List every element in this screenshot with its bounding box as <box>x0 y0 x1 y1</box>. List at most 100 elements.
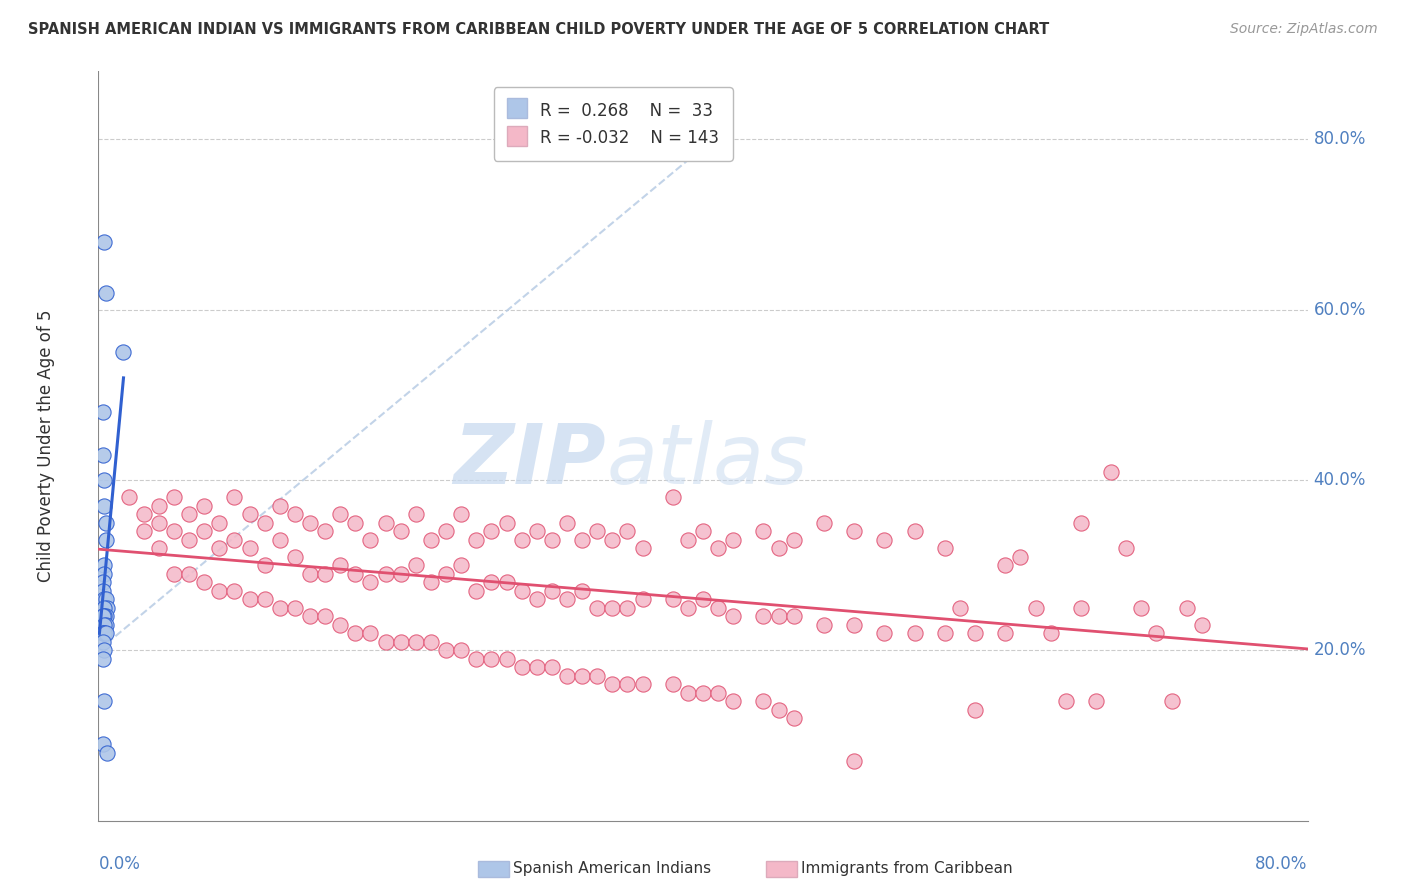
Point <box>253 558 276 573</box>
Point <box>193 575 215 590</box>
Point <box>91 405 114 419</box>
Point <box>132 524 155 538</box>
Point <box>374 635 396 649</box>
Point <box>616 524 638 538</box>
Point <box>1115 541 1137 556</box>
Point <box>707 686 730 700</box>
Point <box>93 600 115 615</box>
Point <box>239 541 262 556</box>
Point <box>269 499 291 513</box>
Point <box>465 583 488 598</box>
Point <box>329 558 352 573</box>
Point <box>1191 617 1213 632</box>
Point <box>284 600 307 615</box>
Point <box>132 507 155 521</box>
Point <box>360 533 382 547</box>
Point <box>314 609 336 624</box>
Point <box>495 652 517 666</box>
Point <box>676 600 699 615</box>
Point <box>783 711 806 725</box>
Point <box>148 541 170 556</box>
Point <box>389 524 412 538</box>
Text: Immigrants from Caribbean: Immigrants from Caribbean <box>801 862 1014 876</box>
Text: 0.0%: 0.0% <box>98 855 141 872</box>
Text: 80.0%: 80.0% <box>1256 855 1308 872</box>
Point <box>1160 694 1182 708</box>
Point <box>616 600 638 615</box>
Text: 20.0%: 20.0% <box>1313 641 1367 659</box>
Point <box>1099 465 1122 479</box>
Point <box>661 677 683 691</box>
Point <box>1144 626 1167 640</box>
Point <box>94 609 117 624</box>
Point <box>510 660 533 674</box>
Point <box>994 558 1017 573</box>
Point <box>93 592 115 607</box>
Text: 40.0%: 40.0% <box>1313 471 1367 489</box>
Point <box>163 524 186 538</box>
Point <box>148 516 170 530</box>
Point <box>540 583 562 598</box>
Point <box>526 524 548 538</box>
Point <box>91 635 114 649</box>
Point <box>239 592 262 607</box>
Point <box>284 549 307 564</box>
Point <box>93 617 115 632</box>
Point <box>616 677 638 691</box>
Point <box>631 677 654 691</box>
Point <box>526 660 548 674</box>
Point <box>434 524 457 538</box>
Point <box>965 703 987 717</box>
Point <box>360 575 382 590</box>
Point <box>420 635 443 649</box>
Point <box>586 600 609 615</box>
Point <box>253 592 276 607</box>
Point <box>91 737 114 751</box>
Point <box>631 592 654 607</box>
Point <box>752 609 775 624</box>
Point <box>208 583 231 598</box>
Point <box>118 490 141 504</box>
Point <box>1010 549 1032 564</box>
Point <box>873 626 896 640</box>
Point <box>148 499 170 513</box>
Point <box>904 524 927 538</box>
Point <box>93 566 115 581</box>
Point <box>768 703 790 717</box>
Point <box>208 516 231 530</box>
Point <box>91 609 114 624</box>
Text: SPANISH AMERICAN INDIAN VS IMMIGRANTS FROM CARIBBEAN CHILD POVERTY UNDER THE AGE: SPANISH AMERICAN INDIAN VS IMMIGRANTS FR… <box>28 22 1049 37</box>
Point <box>934 541 956 556</box>
Point <box>676 686 699 700</box>
Point <box>93 558 115 573</box>
Point <box>405 558 427 573</box>
Point <box>329 507 352 521</box>
Point <box>93 473 115 487</box>
Point <box>495 575 517 590</box>
Point <box>813 516 835 530</box>
Point <box>224 533 246 547</box>
Text: 80.0%: 80.0% <box>1313 130 1367 148</box>
Point <box>360 626 382 640</box>
Point <box>1175 600 1198 615</box>
Point <box>94 533 117 547</box>
Point <box>94 285 117 300</box>
Point <box>768 541 790 556</box>
Point <box>179 507 201 521</box>
Point <box>314 566 336 581</box>
Point <box>163 566 186 581</box>
Point <box>96 600 118 615</box>
Point <box>93 609 115 624</box>
Point <box>540 660 562 674</box>
Text: 60.0%: 60.0% <box>1313 301 1367 318</box>
Point <box>465 652 488 666</box>
Text: Spanish American Indians: Spanish American Indians <box>513 862 711 876</box>
Point <box>783 609 806 624</box>
Point <box>1070 600 1092 615</box>
Point <box>374 516 396 530</box>
Point <box>94 617 117 632</box>
Point <box>707 541 730 556</box>
Point <box>707 600 730 615</box>
Point <box>299 516 322 530</box>
Point <box>661 490 683 504</box>
